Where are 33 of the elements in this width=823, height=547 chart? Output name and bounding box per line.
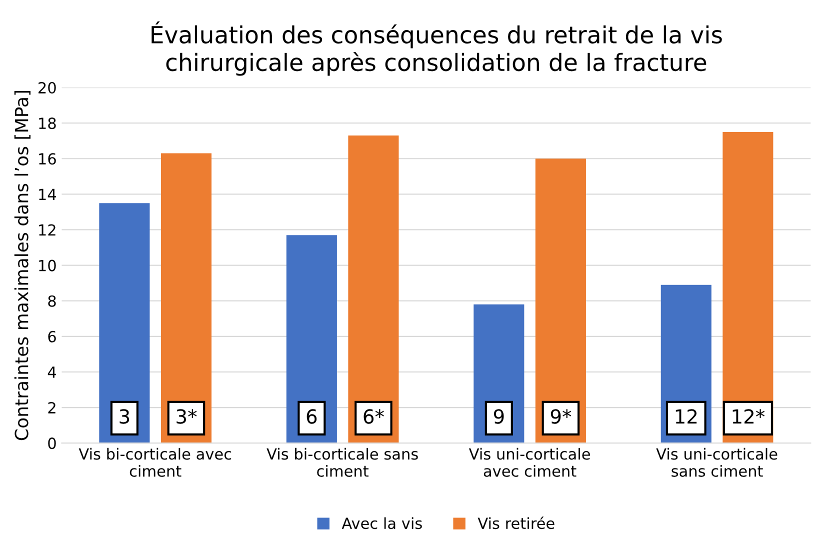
bar xyxy=(535,158,586,444)
legend-label: Vis retirée xyxy=(478,516,554,530)
y-axis-title: Contraintes maximales dans l’os [MPa] xyxy=(14,91,30,440)
y-tick-label: 18 xyxy=(39,118,56,130)
bar xyxy=(286,235,337,444)
annotation: 12* xyxy=(732,409,765,424)
x-tick-label: Vis bi-corticale avec ciment xyxy=(78,448,232,477)
annotation: 6 xyxy=(306,409,317,424)
y-tick-label: 20 xyxy=(38,82,56,94)
chart-title: Évaluation des conséquences du retrait de la vis chirurgicale après consolidation de la fracture xyxy=(152,21,722,76)
y-tick-label: 16 xyxy=(39,153,56,165)
x-tick-label: Vis bi-corticale sans ciment xyxy=(266,448,418,477)
y-tick-label: 6 xyxy=(48,330,56,342)
y-tick-label: 14 xyxy=(39,188,56,200)
annotation: 12 xyxy=(676,409,697,424)
y-tick-label: 8 xyxy=(48,295,56,307)
legend-label: Avec la vis xyxy=(342,517,422,530)
x-tick-label: Vis uni-corticale sans ciment xyxy=(656,448,778,477)
y-tick-label: 12 xyxy=(39,224,56,236)
bar xyxy=(348,136,399,444)
bar xyxy=(99,203,150,444)
annotation: 6* xyxy=(364,409,384,424)
bar xyxy=(160,153,212,444)
annotation: 9 xyxy=(494,409,504,424)
x-tick-label: Vis uni-corticale avec ciment xyxy=(468,448,590,477)
annotation: 3* xyxy=(176,409,197,424)
bar xyxy=(722,132,774,444)
y-tick-label: 2 xyxy=(48,402,56,414)
y-tick-label: 0 xyxy=(48,438,56,450)
y-tick-label: 4 xyxy=(48,366,56,378)
y-tick-label: 10 xyxy=(39,260,56,272)
annotation: 3 xyxy=(120,409,130,424)
annotation: 9* xyxy=(550,409,572,424)
